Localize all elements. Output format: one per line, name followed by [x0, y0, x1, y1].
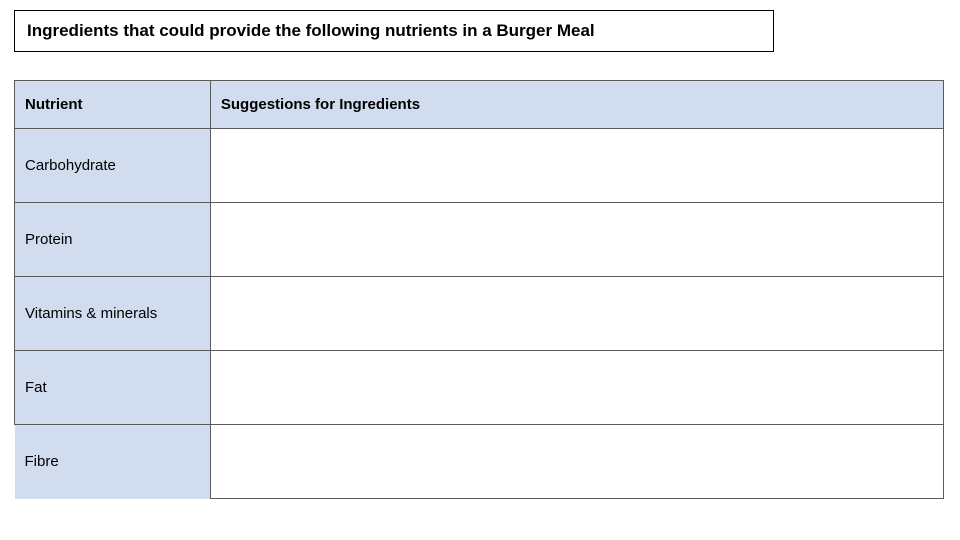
- title-box: Ingredients that could provide the follo…: [14, 10, 774, 52]
- table-row: Vitamins & minerals: [15, 277, 944, 351]
- nutrient-cell: Fat: [15, 351, 211, 425]
- header-nutrient: Nutrient: [15, 81, 211, 129]
- nutrient-cell: Protein: [15, 203, 211, 277]
- nutrient-cell: Fibre: [15, 425, 211, 499]
- table-row: Fibre: [15, 425, 944, 499]
- table-header-row: Nutrient Suggestions for Ingredients: [15, 81, 944, 129]
- table-row: Protein: [15, 203, 944, 277]
- header-suggestions: Suggestions for Ingredients: [210, 81, 943, 129]
- suggestion-cell[interactable]: [210, 277, 943, 351]
- page-title: Ingredients that could provide the follo…: [27, 21, 595, 40]
- suggestion-cell[interactable]: [210, 351, 943, 425]
- nutrients-table: Nutrient Suggestions for Ingredients Car…: [14, 80, 944, 499]
- suggestion-cell[interactable]: [210, 425, 943, 499]
- nutrient-cell: Carbohydrate: [15, 129, 211, 203]
- table-row: Carbohydrate: [15, 129, 944, 203]
- table-row: Fat: [15, 351, 944, 425]
- suggestion-cell[interactable]: [210, 203, 943, 277]
- suggestion-cell[interactable]: [210, 129, 943, 203]
- nutrient-cell: Vitamins & minerals: [15, 277, 211, 351]
